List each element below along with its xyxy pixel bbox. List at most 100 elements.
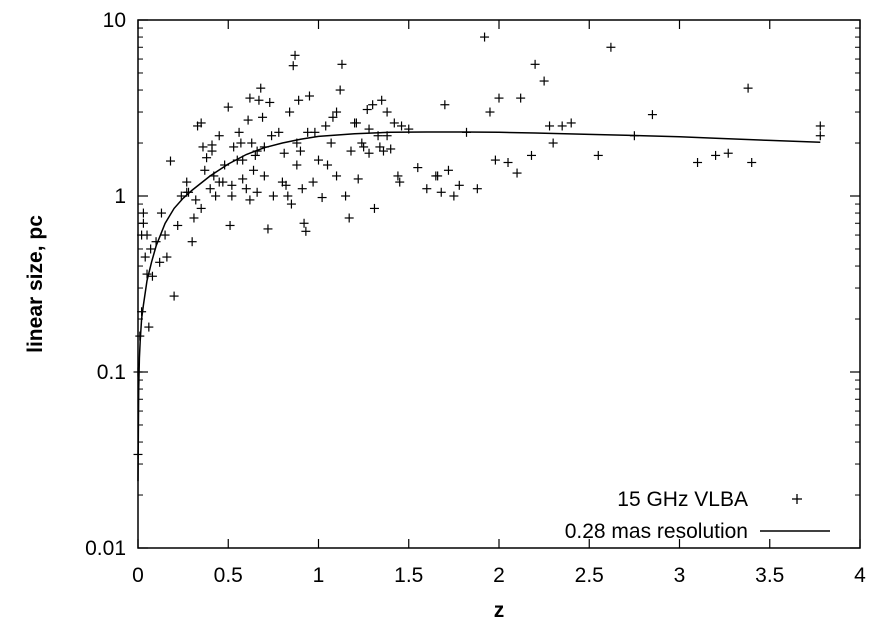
data-point	[288, 61, 298, 71]
data-point	[274, 127, 284, 137]
data-point	[516, 93, 526, 103]
data-point	[285, 107, 295, 117]
data-point	[281, 180, 291, 190]
data-point	[317, 193, 327, 203]
x-tick-label: 2	[493, 564, 505, 587]
data-point	[147, 271, 157, 281]
data-point	[162, 252, 172, 262]
data-point	[297, 184, 307, 194]
data-point	[351, 118, 361, 128]
legend-label-resolution: 0.28 mas resolution	[565, 520, 748, 543]
data-point	[304, 91, 314, 101]
data-point	[378, 146, 388, 156]
data-point	[263, 224, 273, 234]
data-point	[245, 195, 255, 205]
data-point	[369, 203, 379, 213]
data-point	[207, 140, 217, 150]
x-tick-label: 0.5	[214, 564, 243, 587]
data-points	[133, 32, 825, 459]
data-point	[247, 138, 257, 148]
data-point	[711, 150, 721, 160]
data-point	[539, 76, 549, 86]
data-point	[229, 142, 239, 152]
data-point	[294, 95, 304, 105]
data-point	[743, 83, 753, 93]
data-point	[593, 150, 603, 160]
data-point	[241, 184, 251, 194]
data-point	[526, 150, 536, 160]
data-point	[189, 213, 199, 223]
data-point	[357, 138, 367, 148]
data-point	[512, 168, 522, 178]
data-point	[165, 156, 175, 166]
data-point	[252, 146, 262, 156]
x-axis-ticks: 0 0.5 1 1.5 2 2.5 3 3.5 4	[132, 20, 866, 587]
x-tick-label: 1.5	[394, 564, 423, 587]
x-tick-label: 0	[132, 564, 144, 587]
data-point	[326, 138, 336, 148]
data-point	[606, 42, 616, 52]
data-point	[323, 160, 333, 170]
data-point	[238, 155, 248, 165]
data-point	[462, 127, 472, 137]
data-point	[254, 95, 264, 105]
data-point	[156, 208, 166, 218]
data-point	[332, 107, 342, 117]
data-point	[259, 142, 269, 152]
data-point	[332, 171, 342, 181]
legend: 15 GHz VLBA 0.28 mas resolution	[565, 488, 830, 543]
data-point	[205, 184, 215, 194]
data-point	[142, 269, 152, 279]
data-point	[373, 131, 383, 141]
data-point	[494, 93, 504, 103]
y-tick-label: 0.01	[85, 537, 126, 560]
data-point	[314, 155, 323, 165]
data-point	[138, 208, 148, 218]
data-point	[303, 127, 313, 137]
data-point	[386, 144, 396, 154]
data-point	[214, 177, 224, 187]
data-point	[362, 105, 372, 115]
series-line-resolution	[137, 131, 821, 482]
data-point	[155, 257, 165, 267]
data-point	[292, 160, 302, 170]
data-point	[182, 187, 192, 197]
data-point	[234, 127, 244, 137]
data-point	[548, 138, 558, 148]
data-point	[160, 230, 170, 240]
data-point	[249, 165, 259, 175]
model-curve	[137, 131, 821, 482]
x-tick-label: 3.5	[755, 564, 784, 587]
data-point	[223, 102, 233, 112]
x-tick-label: 1	[313, 564, 325, 587]
data-point	[286, 199, 296, 209]
data-point	[353, 174, 363, 184]
data-point	[490, 155, 500, 165]
data-point	[436, 187, 446, 197]
y-tick-label: 1	[114, 185, 126, 208]
data-point	[472, 184, 482, 194]
data-point	[557, 121, 567, 131]
data-point	[187, 237, 197, 247]
data-point	[485, 107, 495, 117]
data-point	[328, 112, 338, 122]
data-point	[214, 131, 224, 141]
y-axis-ticks: 0.01 0.1 1 10	[85, 9, 860, 560]
data-point	[144, 322, 154, 332]
data-point	[245, 93, 255, 103]
data-point	[173, 220, 183, 230]
data-point	[341, 191, 351, 201]
data-point	[377, 95, 387, 105]
x-axis-title: z	[494, 599, 505, 622]
data-point	[301, 226, 311, 236]
data-point	[443, 165, 453, 175]
data-point	[283, 191, 293, 201]
data-point	[225, 220, 235, 230]
data-point	[133, 367, 143, 377]
data-point	[259, 171, 269, 181]
x-tick-label: 2.5	[575, 564, 604, 587]
data-point	[220, 160, 230, 170]
data-point	[404, 124, 414, 134]
data-point	[566, 118, 576, 128]
